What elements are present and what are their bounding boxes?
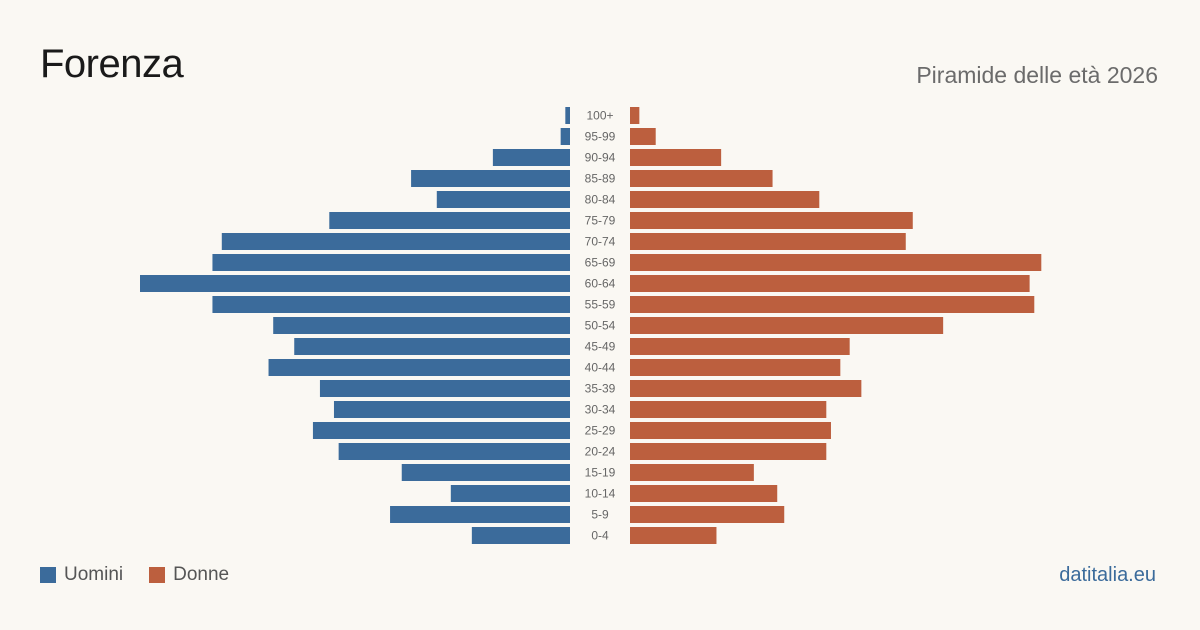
bar-men-50-54 xyxy=(273,317,570,334)
legend-item-men: Uomini xyxy=(40,564,123,586)
age-label-20-24: 20-24 xyxy=(585,445,616,459)
bar-women-45-49 xyxy=(630,338,850,355)
bar-women-85-89 xyxy=(630,170,773,187)
age-label-50-54: 50-54 xyxy=(585,319,616,333)
bar-women-20-24 xyxy=(630,443,827,460)
bar-women-40-44 xyxy=(630,359,841,376)
bar-men-80-84 xyxy=(436,191,570,208)
legend-swatch-women xyxy=(149,567,166,583)
bar-women-80-84 xyxy=(630,191,820,208)
age-label-10-14: 10-14 xyxy=(585,487,616,501)
legend-item-women: Donne xyxy=(149,564,229,586)
bar-women-15-19 xyxy=(630,464,754,481)
bar-men-85-89 xyxy=(411,170,570,187)
page-title: Forenza xyxy=(40,42,184,86)
bar-men-20-24 xyxy=(338,443,570,460)
bar-men-10-14 xyxy=(450,485,570,502)
bar-men-30-34 xyxy=(333,401,570,418)
bar-men-75-79 xyxy=(329,212,570,229)
bar-women-95-99 xyxy=(630,128,656,145)
bar-women-0-4 xyxy=(630,527,717,544)
bar-women-5-9 xyxy=(630,506,785,523)
legend-label-women: Donne xyxy=(173,564,230,585)
bar-women-10-14 xyxy=(630,485,778,502)
bar-men-90-94 xyxy=(492,149,570,166)
bar-men-45-49 xyxy=(294,338,570,355)
chart-legend: Uomini Donne xyxy=(40,564,229,586)
age-label-40-44: 40-44 xyxy=(585,361,616,375)
age-label-0-4: 0-4 xyxy=(591,529,609,543)
legend-label-men: Uomini xyxy=(64,564,124,585)
age-label-85-89: 85-89 xyxy=(585,172,616,186)
age-label-30-34: 30-34 xyxy=(585,403,616,417)
chart-subtitle: Piramide delle età 2026 xyxy=(916,62,1158,88)
bar-men-40-44 xyxy=(268,359,570,376)
bar-men-100+ xyxy=(565,107,570,124)
bar-men-55-59 xyxy=(212,296,570,313)
age-label-90-94: 90-94 xyxy=(585,151,616,165)
bar-women-50-54 xyxy=(630,317,944,334)
bar-men-35-39 xyxy=(319,380,570,397)
age-label-65-69: 65-69 xyxy=(585,256,616,270)
legend-swatch-men xyxy=(40,567,56,583)
age-label-75-79: 75-79 xyxy=(585,214,616,228)
bar-women-75-79 xyxy=(630,212,913,229)
age-label-60-64: 60-64 xyxy=(585,277,616,291)
bar-women-70-74 xyxy=(630,233,906,250)
age-label-35-39: 35-39 xyxy=(585,382,616,396)
bar-women-100+ xyxy=(630,107,640,124)
age-label-45-49: 45-49 xyxy=(585,340,616,354)
age-label-5-9: 5-9 xyxy=(591,508,609,522)
bar-men-95-99 xyxy=(560,128,570,145)
age-label-80-84: 80-84 xyxy=(585,193,616,207)
bar-men-5-9 xyxy=(390,506,570,523)
source-link[interactable]: datitalia.eu xyxy=(1059,564,1156,586)
age-label-70-74: 70-74 xyxy=(585,235,616,249)
bar-men-65-69 xyxy=(212,254,570,271)
bar-men-60-64 xyxy=(140,275,570,292)
bar-men-25-29 xyxy=(312,422,570,439)
bar-men-0-4 xyxy=(471,527,570,544)
bar-women-25-29 xyxy=(630,422,831,439)
bar-men-15-19 xyxy=(401,464,570,481)
age-label-100+: 100+ xyxy=(586,109,613,123)
age-label-25-29: 25-29 xyxy=(585,424,616,438)
bar-women-30-34 xyxy=(630,401,827,418)
age-label-95-99: 95-99 xyxy=(585,130,616,144)
bar-men-70-74 xyxy=(221,233,571,250)
bar-women-90-94 xyxy=(630,149,722,166)
age-label-55-59: 55-59 xyxy=(585,298,616,312)
bar-women-60-64 xyxy=(630,275,1030,292)
bar-women-55-59 xyxy=(630,296,1035,313)
bar-women-65-69 xyxy=(630,254,1042,271)
age-label-15-19: 15-19 xyxy=(585,466,616,480)
bar-women-35-39 xyxy=(630,380,862,397)
